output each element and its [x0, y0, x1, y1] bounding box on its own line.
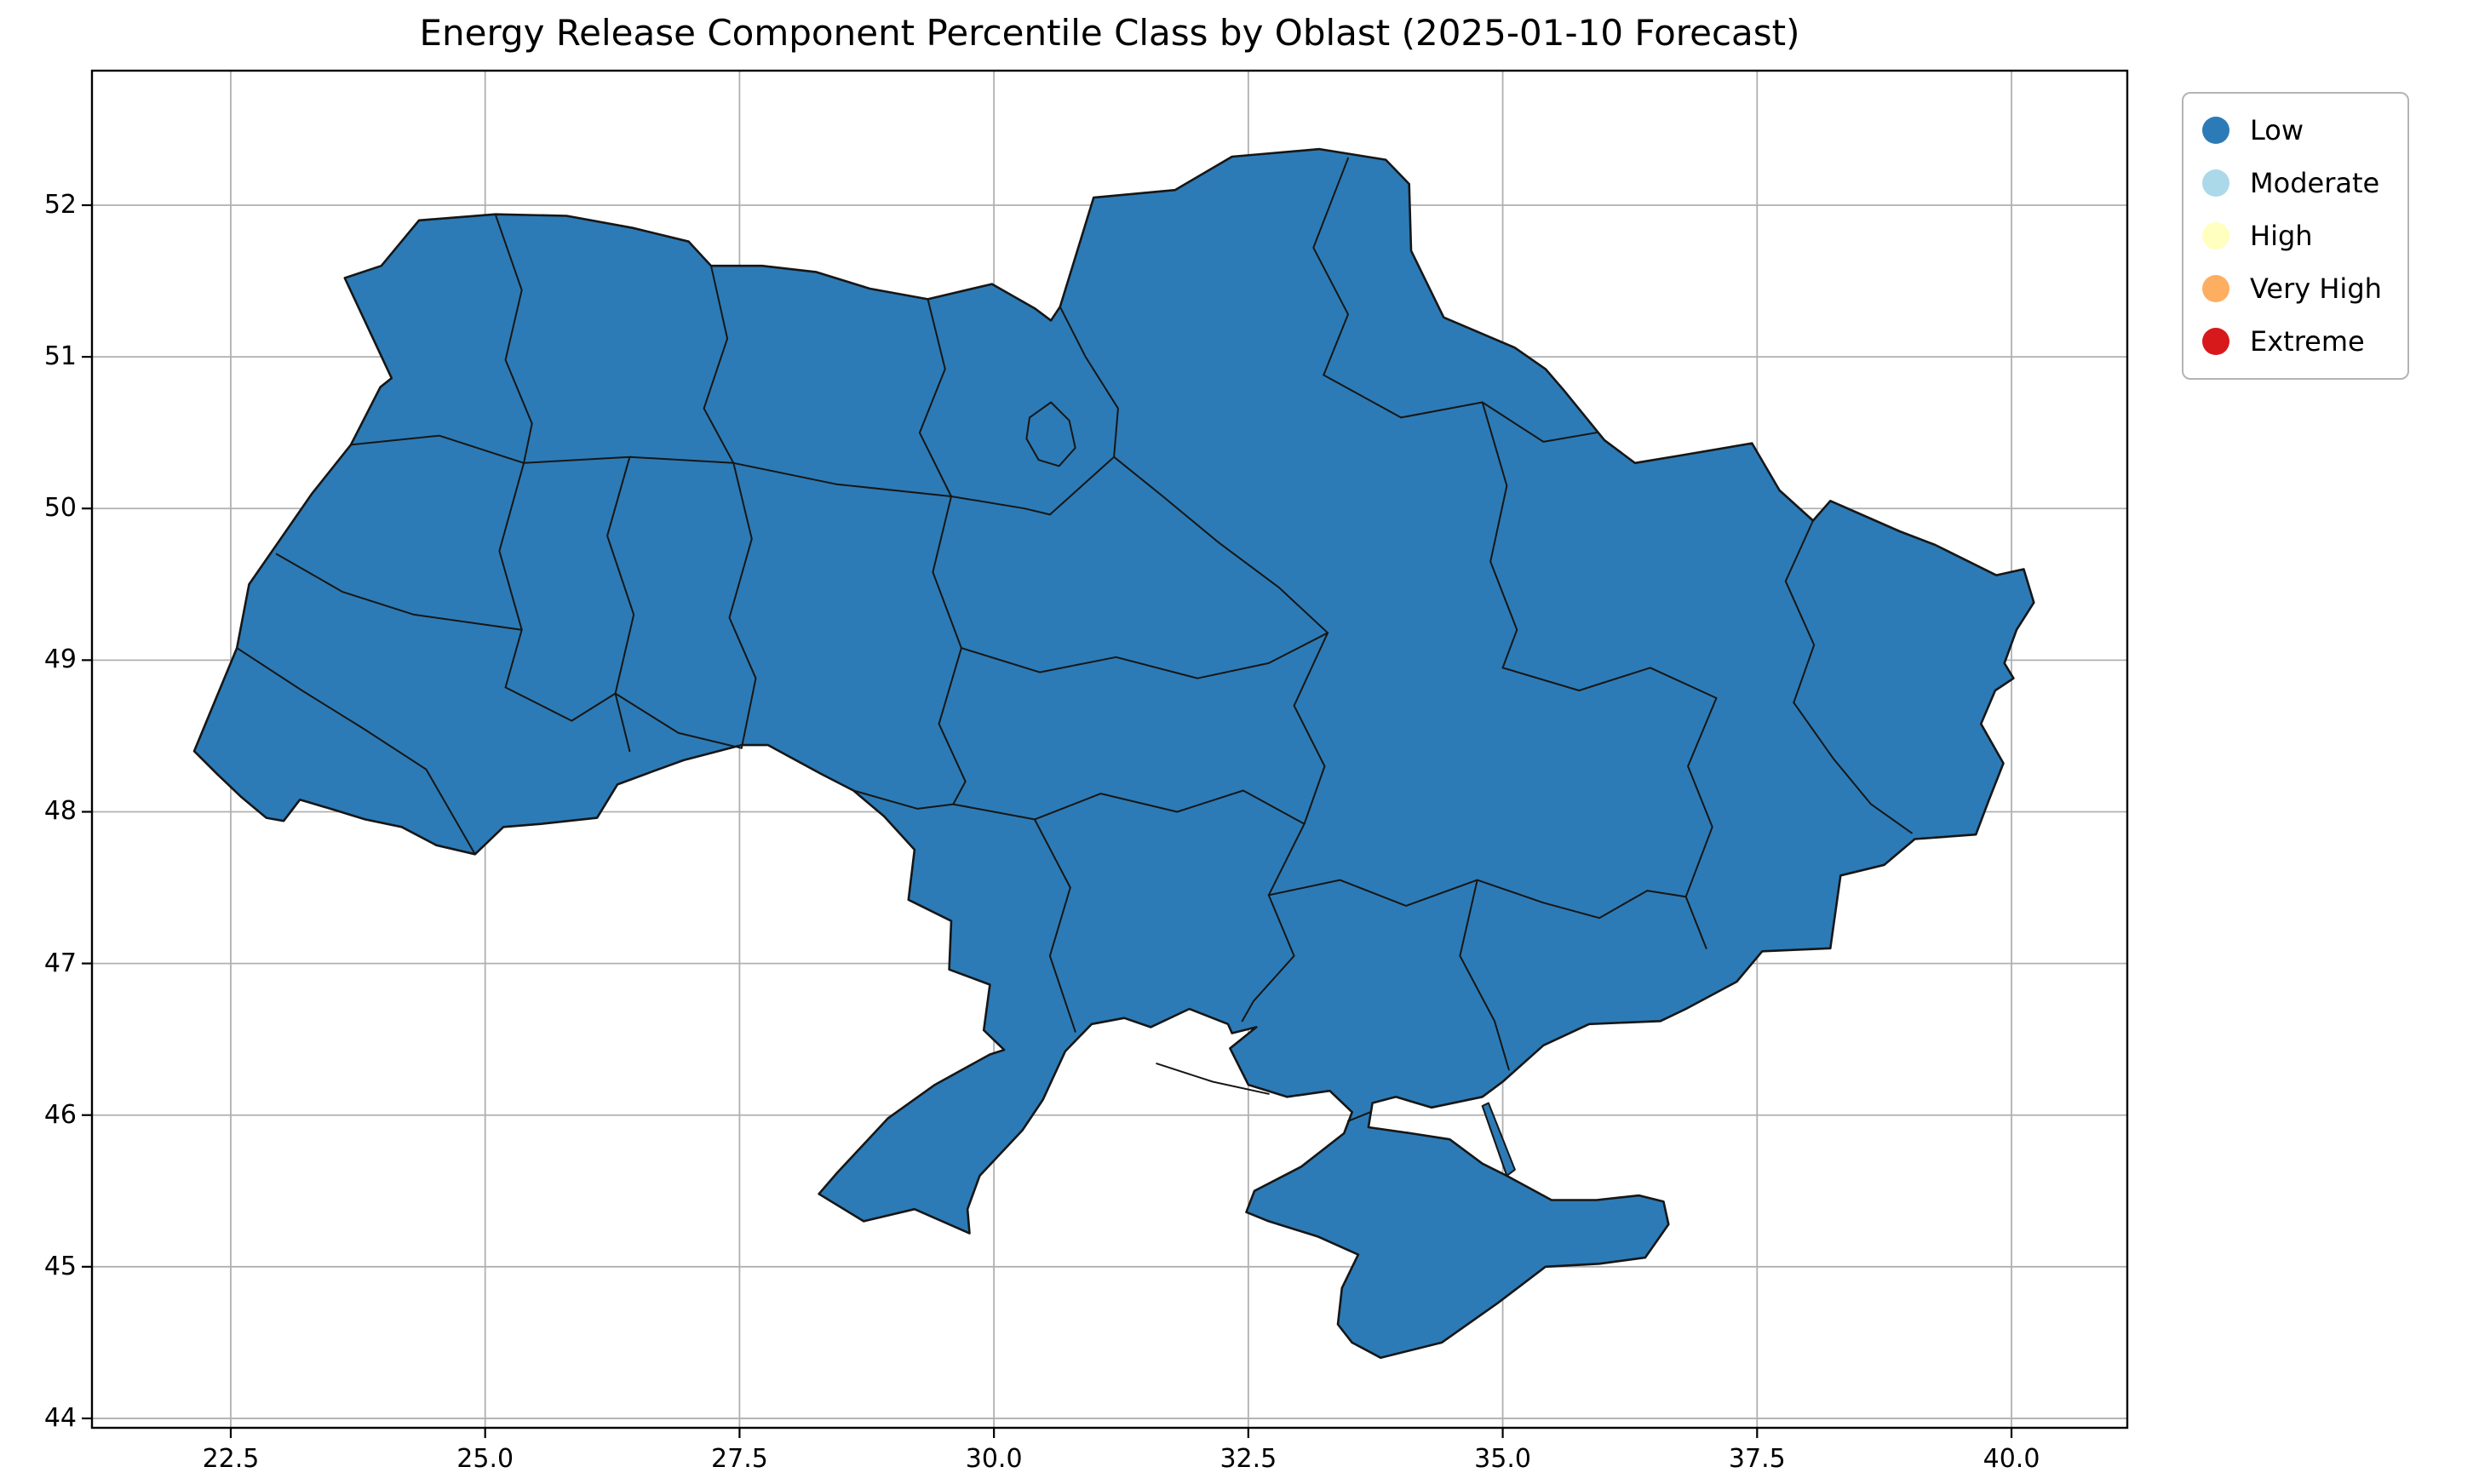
legend-marker-very-high [2202, 275, 2229, 302]
oblast-border [918, 298, 952, 497]
oblast-border [1293, 632, 1329, 825]
oblast-border [1347, 1111, 1372, 1122]
y-tick-label: 51 [43, 341, 77, 372]
oblast-border [1312, 157, 1349, 376]
oblast-border [960, 632, 1329, 679]
x-tick-label: 27.5 [711, 1444, 768, 1474]
oblast-border [728, 461, 757, 749]
legend-marker-extreme [2202, 328, 2229, 355]
legend-item-high: High [2202, 213, 2382, 259]
map-closed-shape [1025, 401, 1076, 467]
oblast-border [852, 789, 1305, 825]
oblast-border [1113, 456, 1329, 634]
chart-title: Energy Release Component Percentile Clas… [419, 12, 1800, 54]
legend-label: High [2250, 220, 2313, 252]
legend: Low Moderate High Very High Extreme [2182, 92, 2409, 380]
y-tick-label: 45 [43, 1251, 77, 1281]
x-tick-label: 22.5 [202, 1444, 260, 1474]
legend-item-extreme: Extreme [2202, 318, 2382, 364]
axes-spine [90, 69, 2129, 1430]
legend-item-very-high: Very High [2202, 266, 2382, 312]
oblast-border [1059, 306, 1119, 458]
legend-item-moderate: Moderate [2202, 160, 2382, 206]
tick-marks [82, 203, 2013, 1438]
legend-label: Low [2250, 114, 2304, 146]
y-tick-label: 50 [43, 493, 77, 524]
legend-label: Extreme [2250, 325, 2365, 358]
oblast-border [1459, 879, 1510, 1071]
y-tick-label: 44 [43, 1402, 77, 1433]
oblast-border [932, 496, 967, 805]
oblast-border [1267, 879, 1687, 920]
y-tick-label: 47 [43, 948, 77, 978]
map-closed-shape [1481, 1102, 1516, 1177]
oblast-border [1241, 822, 1305, 1023]
y-tick-label: 48 [43, 796, 77, 827]
oblast-border [498, 461, 525, 689]
y-tick-label: 52 [43, 189, 77, 220]
oblast-border [236, 647, 476, 856]
x-tick-label: 35.0 [1474, 1444, 1531, 1474]
oblast-border [1156, 1063, 1270, 1095]
oblast-border [1033, 818, 1076, 1033]
x-tick-label: 32.5 [1219, 1444, 1277, 1474]
oblast-border [1784, 519, 1816, 704]
legend-marker-moderate [2202, 169, 2229, 197]
legend-marker-low [2202, 117, 2229, 144]
y-tick-label: 46 [43, 1099, 77, 1130]
oblast-border [1684, 696, 1718, 949]
ukraine-choropleth [192, 147, 2035, 1359]
x-tick-label: 30.0 [965, 1444, 1023, 1474]
oblast-border [494, 213, 533, 464]
oblast-border [275, 553, 523, 631]
legend-label: Moderate [2250, 167, 2380, 199]
y-tick-label: 49 [43, 645, 77, 675]
oblast-border [1793, 702, 1913, 834]
oblast-border [350, 434, 1116, 516]
legend-label: Very High [2250, 272, 2382, 305]
ukraine-outline [192, 147, 2035, 1359]
legend-item-low: Low [2202, 107, 2382, 153]
x-tick-label: 25.0 [456, 1444, 514, 1474]
x-tick-label: 37.5 [1728, 1444, 1786, 1474]
oblast-border [1481, 401, 1518, 669]
x-tick-label: 40.0 [1983, 1444, 2040, 1474]
legend-marker-high [2202, 222, 2229, 249]
oblast-border [606, 456, 635, 753]
oblast-border [1501, 667, 1718, 699]
oblast-border [504, 686, 743, 749]
oblast-border [703, 265, 735, 464]
